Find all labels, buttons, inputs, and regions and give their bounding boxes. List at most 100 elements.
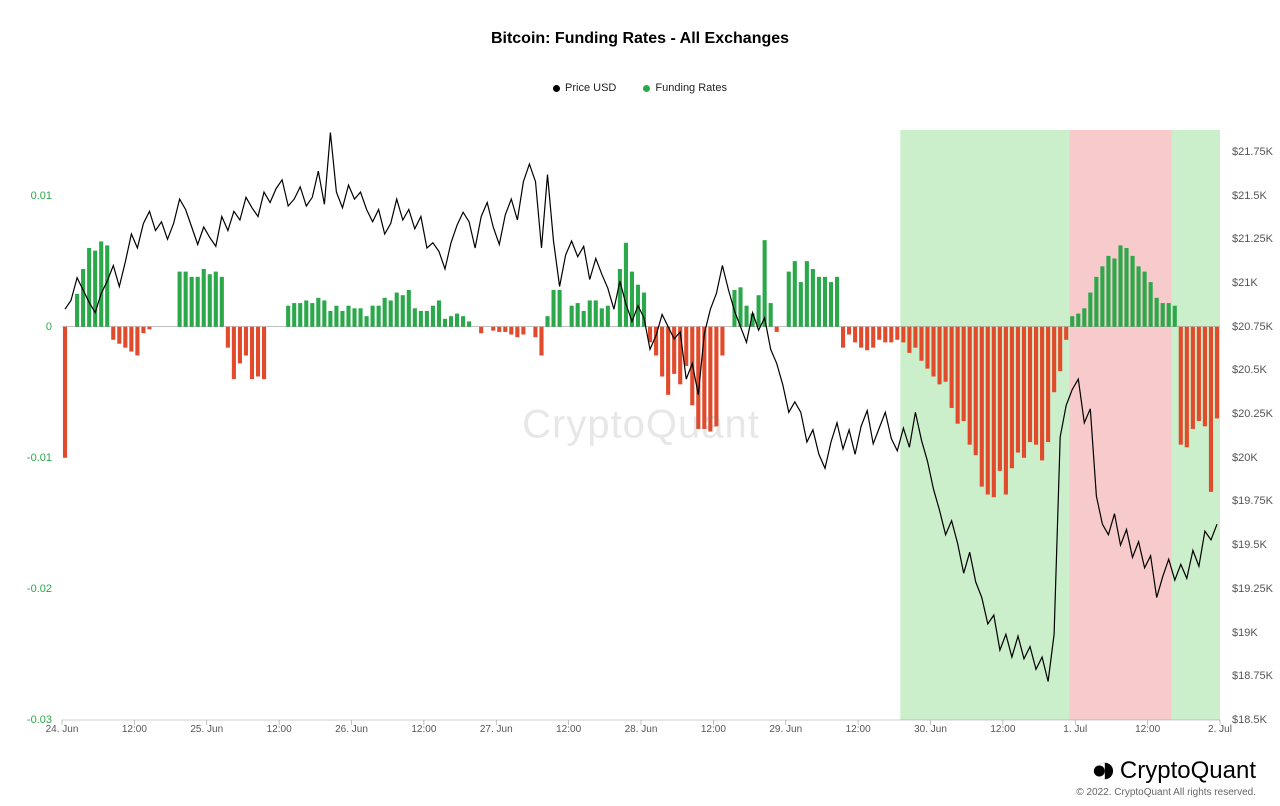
y-left-tick: -0.02 <box>27 583 52 595</box>
funding-bar <box>732 290 736 327</box>
funding-bar <box>1155 298 1159 327</box>
funding-bar <box>980 327 984 487</box>
funding-bar <box>805 261 809 327</box>
funding-bar <box>147 327 151 330</box>
funding-bar <box>624 243 628 327</box>
funding-bar <box>479 327 483 334</box>
funding-bar <box>823 277 827 327</box>
funding-bar <box>913 327 917 348</box>
funding-bar <box>950 327 954 408</box>
x-tick: 12:00 <box>1135 724 1160 735</box>
funding-bar <box>449 316 453 326</box>
funding-bar <box>539 327 543 356</box>
y-right-tick: $20.25K <box>1232 408 1273 420</box>
funding-bar <box>551 290 555 327</box>
funding-bar <box>1004 327 1008 495</box>
funding-bar <box>600 308 604 326</box>
funding-bar <box>865 327 869 351</box>
funding-bar <box>919 327 923 361</box>
funding-bar <box>841 327 845 348</box>
funding-bar <box>576 303 580 327</box>
funding-bar <box>304 300 308 326</box>
funding-bar <box>1173 306 1177 327</box>
highlight-band <box>1069 130 1172 720</box>
y-right-tick: $20.75K <box>1232 321 1273 333</box>
funding-bar <box>298 303 302 327</box>
y-right-tick: $19K <box>1232 627 1258 639</box>
funding-bar <box>829 282 833 327</box>
funding-bar <box>1082 308 1086 326</box>
funding-bar <box>1064 327 1068 340</box>
funding-bar <box>202 269 206 327</box>
funding-bar <box>250 327 254 379</box>
y-right-tick: $21K <box>1232 277 1258 289</box>
funding-bar <box>545 316 549 326</box>
footer: CryptoQuant © 2022. CryptoQuant All righ… <box>1076 757 1256 798</box>
funding-bar <box>117 327 121 344</box>
funding-bar <box>871 327 875 348</box>
funding-bar <box>1106 256 1110 327</box>
funding-bar <box>1034 327 1038 445</box>
funding-bar <box>618 269 622 327</box>
x-tick: 2. Jul <box>1208 724 1232 735</box>
y-right-tick: $21.75K <box>1232 146 1273 158</box>
x-tick: 27. Jun <box>480 724 513 735</box>
legend-dot-funding <box>643 85 650 92</box>
brand-label: CryptoQuant <box>1120 757 1256 785</box>
funding-bar <box>925 327 929 369</box>
funding-bar <box>811 269 815 327</box>
y-left-tick: -0.01 <box>27 452 52 464</box>
chart-container: Bitcoin: Funding Rates - All Exchanges P… <box>0 0 1280 806</box>
funding-bar <box>1076 314 1080 327</box>
funding-bar <box>226 327 230 348</box>
legend-item-price: Price USD <box>553 82 616 94</box>
funding-bar <box>214 272 218 327</box>
x-axis: 24. Jun12:0025. Jun12:0026. Jun12:0027. … <box>62 722 1220 742</box>
funding-bar <box>322 300 326 326</box>
funding-bar <box>714 327 718 427</box>
funding-bar <box>467 321 471 326</box>
funding-bar <box>738 287 742 326</box>
x-tick: 29. Jun <box>769 724 802 735</box>
funding-bar <box>1209 327 1213 492</box>
funding-bar <box>708 327 712 432</box>
y-right-tick: $21.5K <box>1232 190 1267 202</box>
funding-bar <box>425 311 429 327</box>
funding-bar <box>974 327 978 455</box>
funding-bar <box>907 327 911 353</box>
funding-bar <box>1070 316 1074 326</box>
funding-bar <box>1040 327 1044 461</box>
funding-bar <box>503 327 507 332</box>
funding-bar <box>419 311 423 327</box>
funding-bar <box>87 248 91 327</box>
funding-bar <box>1028 327 1032 442</box>
funding-bar <box>883 327 887 343</box>
funding-bar <box>220 277 224 327</box>
funding-bar <box>81 269 85 327</box>
funding-bar <box>340 311 344 327</box>
funding-bar <box>757 295 761 326</box>
funding-bar <box>129 327 133 352</box>
funding-bar <box>1167 303 1171 327</box>
funding-bar <box>1185 327 1189 448</box>
brand: CryptoQuant <box>1076 757 1256 785</box>
funding-bar <box>956 327 960 424</box>
y-left-tick: 0.01 <box>31 190 52 202</box>
funding-bar <box>558 290 562 327</box>
funding-bar <box>1137 266 1141 326</box>
funding-bar <box>944 327 948 382</box>
x-tick: 1. Jul <box>1063 724 1087 735</box>
funding-bar <box>244 327 248 356</box>
funding-bar <box>968 327 972 445</box>
funding-bar <box>1143 272 1147 327</box>
funding-bar <box>431 306 435 327</box>
y-right-tick: $18.5K <box>1232 714 1267 726</box>
funding-bar <box>642 293 646 327</box>
x-tick: 12:00 <box>122 724 147 735</box>
funding-bar <box>407 290 411 327</box>
funding-bar <box>895 327 899 340</box>
funding-bar <box>666 327 670 395</box>
funding-bar <box>1124 248 1128 327</box>
funding-bar <box>1058 327 1062 372</box>
funding-bar <box>962 327 966 421</box>
